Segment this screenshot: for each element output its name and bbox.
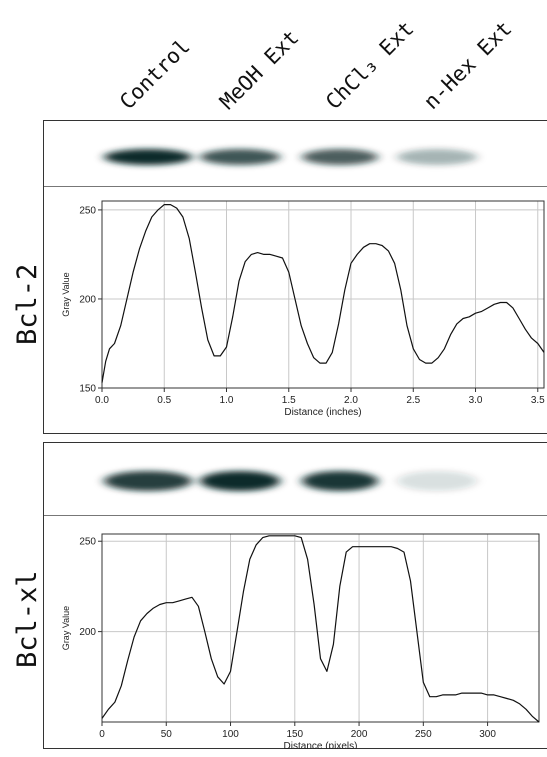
bcl2-densitometry-chart: 0.0 0.5 1.0 1.5 2.0 2.5 3.0 3.5 150 200 250 Distanc… bbox=[61, 200, 545, 418]
y-tick-label: 250 bbox=[79, 537, 96, 548]
x-tick-label: 50 bbox=[161, 729, 173, 740]
plot-frame bbox=[101, 533, 540, 723]
x-tick-label: 3.0 bbox=[469, 395, 483, 406]
y-axis-label: Gray Value bbox=[61, 606, 71, 650]
profile-line bbox=[101, 204, 545, 383]
bcl2-band-1 bbox=[104, 149, 192, 165]
bclxl-band-2 bbox=[200, 471, 280, 491]
x-tick-label: 3.5 bbox=[531, 395, 545, 406]
bcl2-panel: 0.0 0.5 1.0 1.5 2.0 2.5 3.0 3.5 150 200 250 Distanc… bbox=[43, 120, 547, 434]
x-tick-label: 0.0 bbox=[95, 395, 109, 406]
x-axis-label: Distance (inches) bbox=[284, 407, 361, 418]
protein-label-bcl2: Bcl-2 bbox=[12, 263, 43, 345]
x-tick-label: 150 bbox=[286, 729, 303, 740]
x-tick-label: 1.0 bbox=[220, 395, 234, 406]
x-tick-label: 0 bbox=[99, 729, 105, 740]
bcl2-band-3 bbox=[302, 149, 378, 165]
bcl2-blot-strip bbox=[104, 149, 477, 165]
lane-label-meoh: MeOH Ext bbox=[215, 25, 304, 114]
y-tick-label: 150 bbox=[79, 384, 96, 395]
y-tick-label: 200 bbox=[79, 627, 96, 638]
y-tick-label: 200 bbox=[79, 294, 96, 305]
x-tick-label: 2.5 bbox=[406, 395, 420, 406]
bclxl-band-3 bbox=[302, 471, 378, 491]
bclxl-band-1 bbox=[104, 471, 192, 491]
x-tick-label: 200 bbox=[351, 729, 368, 740]
x-tick-label: 300 bbox=[479, 729, 496, 740]
y-axis-label: Gray Value bbox=[61, 272, 71, 316]
y-tick-label: 250 bbox=[79, 205, 96, 216]
bcl2-band-4 bbox=[397, 149, 477, 165]
lane-label-chcl3: ChCl₃ Ext bbox=[321, 16, 419, 114]
x-tick-label: 100 bbox=[222, 729, 239, 740]
lane-label-control: Control bbox=[115, 34, 195, 114]
profile-line bbox=[101, 535, 540, 723]
bclxl-densitometry-chart: 0 50 100 150 200 250 300 200 250 Distance (pixels… bbox=[61, 533, 540, 749]
bclxl-band-4 bbox=[397, 471, 477, 491]
bclxl-blot-strip bbox=[104, 471, 477, 491]
x-tick-label: 1.5 bbox=[282, 395, 296, 406]
x-tick-label: 2.0 bbox=[344, 395, 358, 406]
plot-frame bbox=[101, 200, 545, 389]
x-tick-label: 250 bbox=[415, 729, 432, 740]
protein-label-bclxl: Bcl-xl bbox=[12, 570, 43, 668]
bcl2-band-2 bbox=[200, 149, 280, 165]
lane-label-nhex: n-Hex Ext bbox=[419, 16, 517, 114]
x-tick-label: 0.5 bbox=[157, 395, 171, 406]
bclxl-panel: 0 50 100 150 200 250 300 200 250 Distance (pixels… bbox=[43, 442, 547, 749]
x-axis-label: Distance (pixels) bbox=[284, 741, 358, 749]
